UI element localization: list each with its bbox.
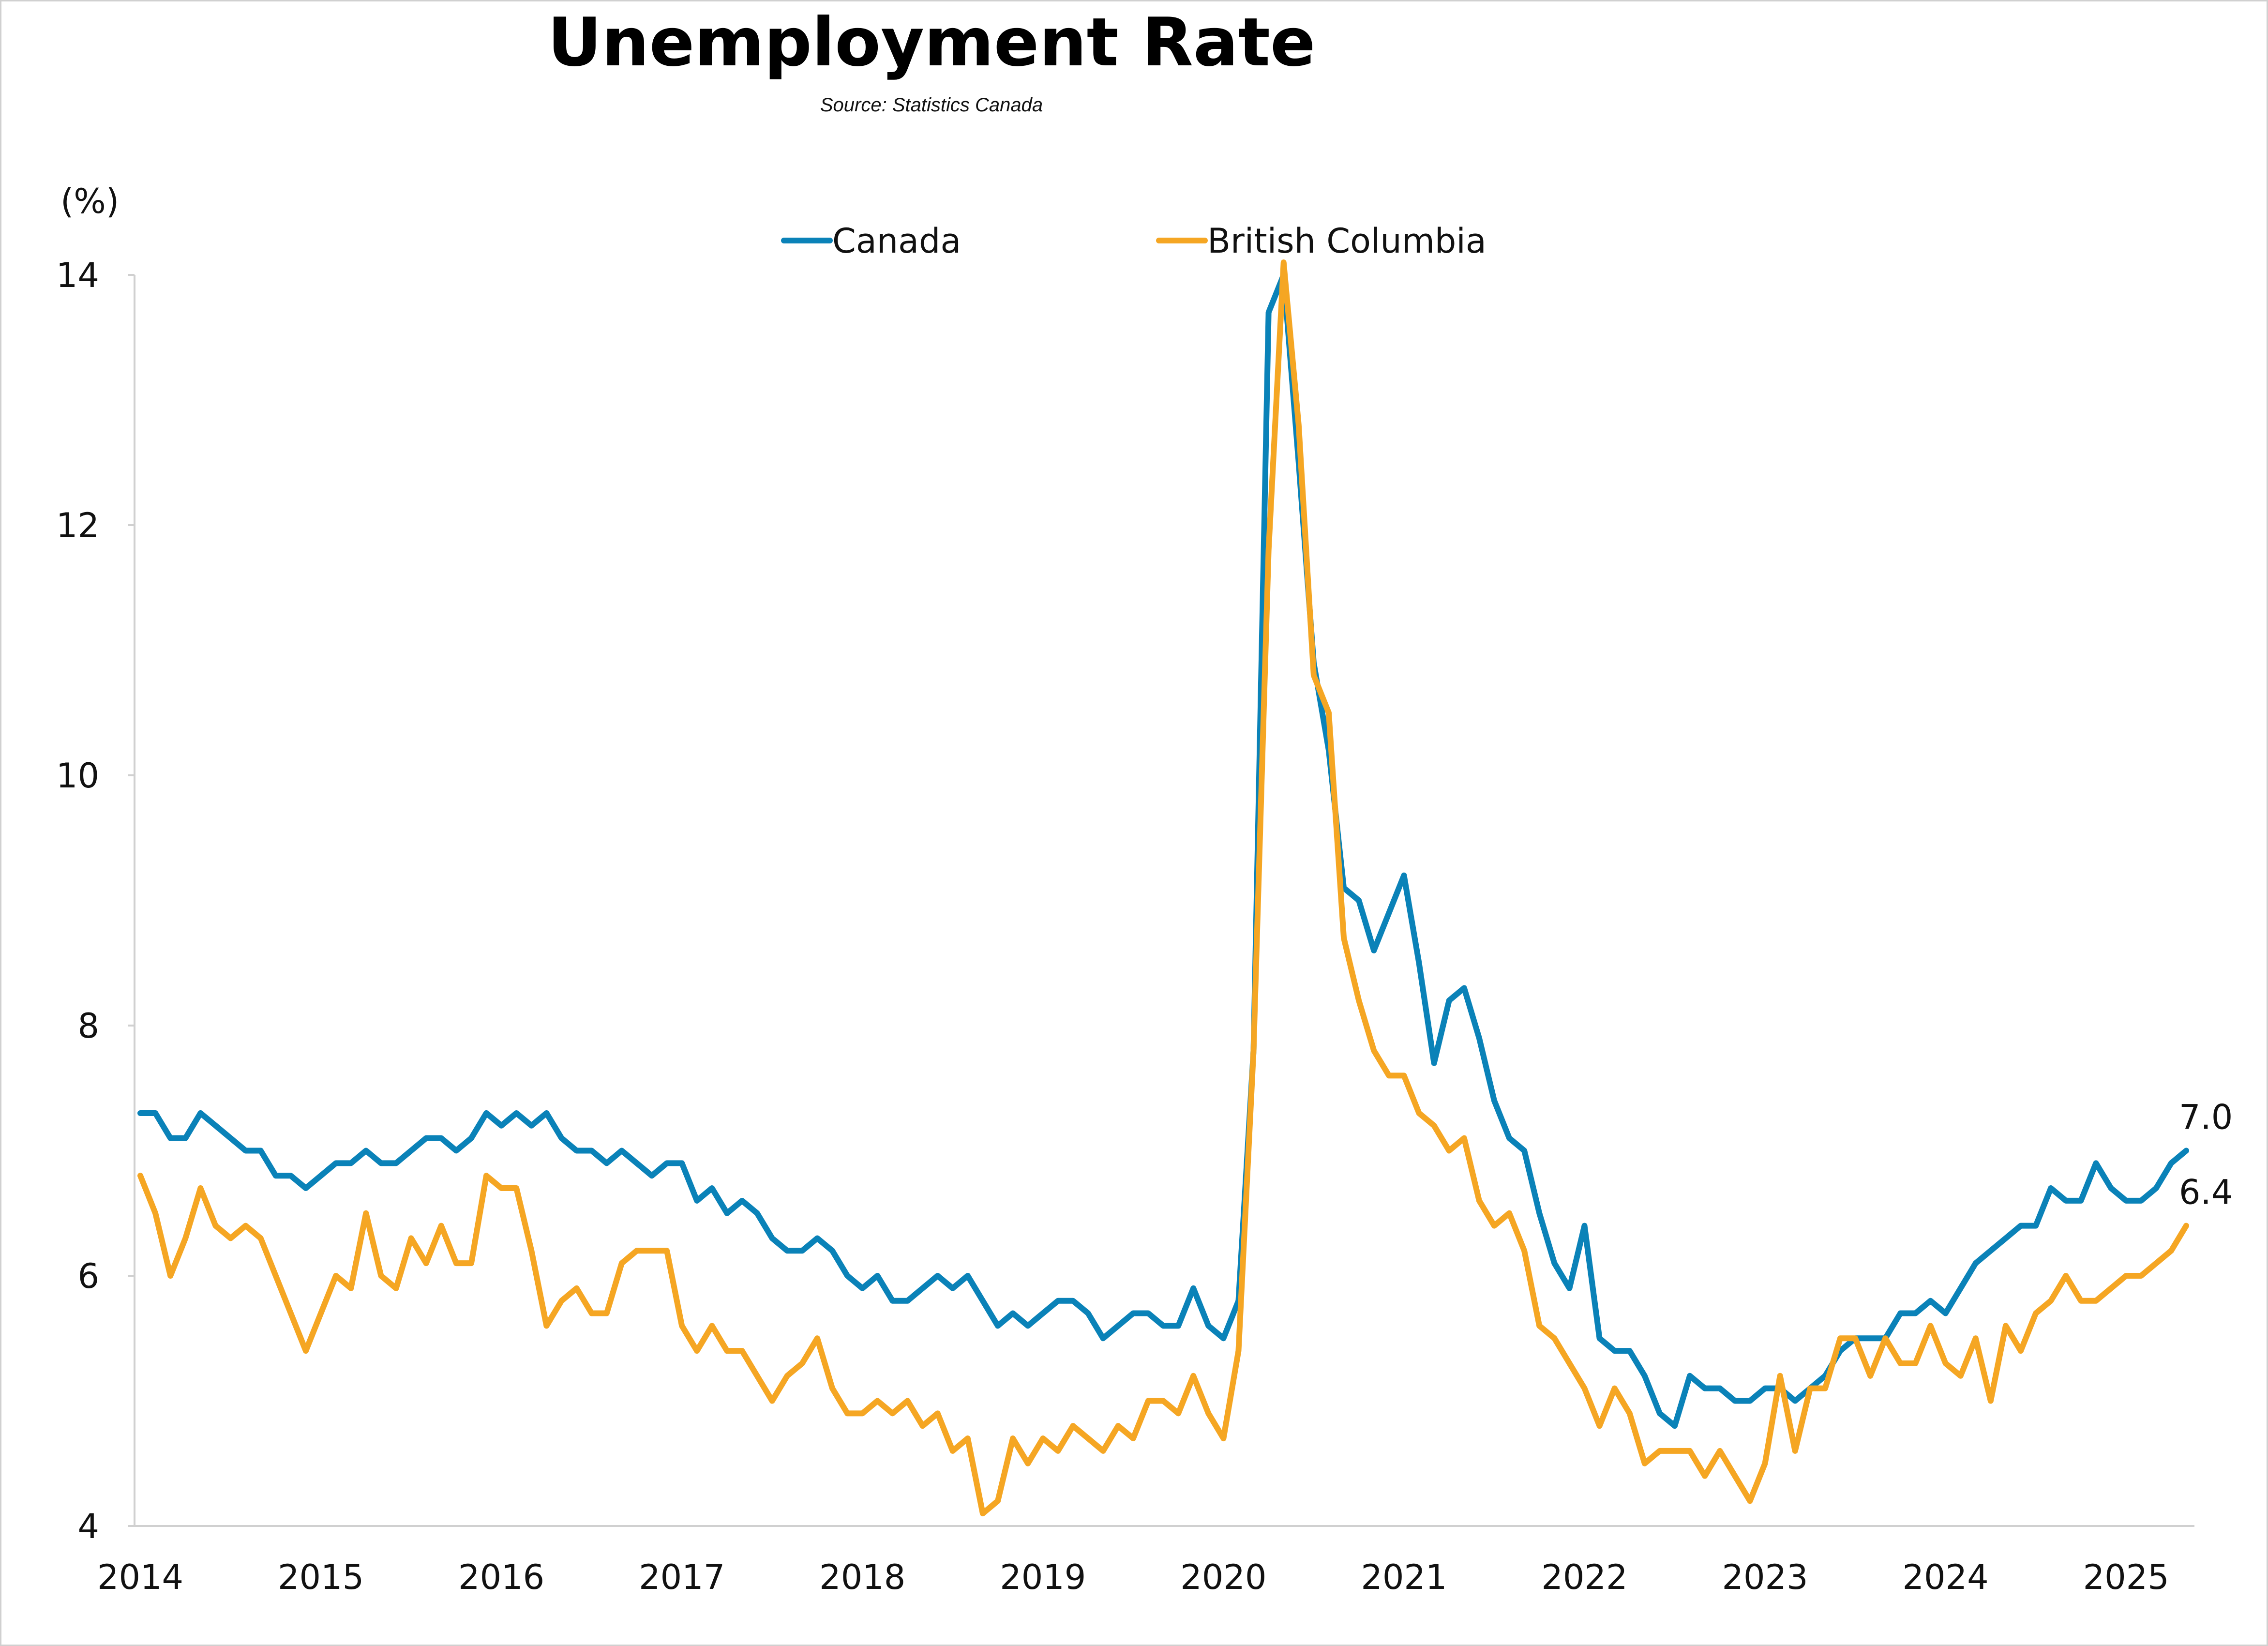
y-tick-label: 8 (77, 1006, 99, 1046)
chart-title: Unemployment Rate (547, 3, 1315, 81)
x-tick-label: 2019 (1000, 1557, 1086, 1597)
x-tick-label: 2025 (2083, 1557, 2169, 1597)
series-lines (137, 259, 2189, 1517)
legend: Canada British Columbia (781, 221, 1487, 261)
legend-label-canada: Canada (832, 221, 961, 261)
series-line-british-columbia (137, 259, 2189, 1517)
y-tick-label: 14 (56, 256, 99, 295)
end-label-british-columbia: 6.4 (2179, 1173, 2233, 1212)
x-axis-ticks: 2014 2015 2016 2017 2018 2019 2020 2021 2022 2023… (97, 1557, 2169, 1597)
series-line-canada (137, 272, 2189, 1429)
y-tick-label: 12 (56, 506, 99, 545)
legend-label-british-columbia: British Columbia (1207, 221, 1487, 261)
axes (134, 275, 2194, 1527)
x-tick-label: 2022 (1541, 1557, 1627, 1597)
end-labels: 7.0 6.4 (2179, 1098, 2233, 1212)
x-tick-label: 2014 (97, 1557, 183, 1597)
x-tick-label: 2020 (1180, 1557, 1266, 1597)
y-tick-label: 10 (56, 756, 99, 796)
y-axis-ticks: 4 6 8 10 12 14 (56, 256, 135, 1546)
x-tick-label: 2015 (278, 1557, 364, 1597)
chart-subtitle: Source: Statistics Canada (820, 94, 1043, 116)
end-label-canada: 7.0 (2179, 1098, 2233, 1137)
x-tick-label: 2017 (639, 1557, 725, 1597)
y-tick-label: 4 (77, 1507, 99, 1546)
x-tick-label: 2016 (458, 1557, 544, 1597)
y-axis-unit-label: (%) (60, 181, 119, 221)
y-tick-label: 6 (77, 1256, 99, 1296)
x-tick-label: 2023 (1722, 1557, 1808, 1597)
x-tick-label: 2024 (1903, 1557, 1989, 1597)
x-tick-label: 2021 (1361, 1557, 1447, 1597)
x-tick-label: 2018 (819, 1557, 905, 1597)
